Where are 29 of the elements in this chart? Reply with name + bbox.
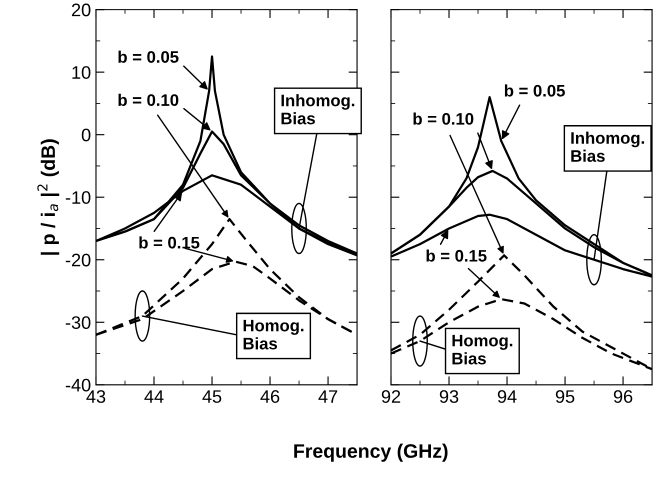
x-tick-label: 96: [614, 390, 632, 403]
annotation: Inhomog. Bias: [282, 94, 354, 124]
annotation: Inhomog. Bias: [571, 132, 644, 162]
x-tick-label: 46: [260, 390, 280, 403]
x-axis-title: Frequency (GHz): [294, 444, 448, 462]
annotation: b = 0.05: [504, 84, 565, 97]
x-tick-label: 44: [144, 390, 164, 403]
x-tick-label: 94: [498, 390, 517, 403]
annotation: Homog. Bias: [244, 320, 304, 350]
x-tick-label: 95: [556, 390, 574, 403]
y-tick-label: -20: [66, 254, 90, 266]
x-tick-label: 45: [202, 390, 222, 403]
y-tick-label: 20: [72, 4, 90, 16]
annotation: b = 0.15: [139, 236, 200, 249]
y-axis-title: | p / i$_{a}$ |$^{2}$ (dB): [37, 139, 60, 255]
annotation: b = 0.10: [414, 112, 474, 125]
x-tick-label: 92: [382, 390, 400, 403]
y-tick-label: -30: [66, 316, 90, 329]
y-tick-label: 0: [82, 128, 90, 142]
y-tick-label: -10: [66, 191, 90, 204]
annotation: b = 0.10: [118, 94, 178, 106]
y-tick-label: -40: [66, 378, 90, 392]
annotation: Homog. Bias: [452, 334, 512, 364]
x-tick-label: 47: [318, 390, 338, 403]
y-tick-label: 10: [72, 66, 90, 79]
x-tick-label: 43: [86, 390, 106, 403]
annotation: b = 0.15: [426, 249, 487, 262]
annotation: b = 0.05: [118, 50, 179, 63]
x-tick-label: 93: [440, 390, 458, 403]
